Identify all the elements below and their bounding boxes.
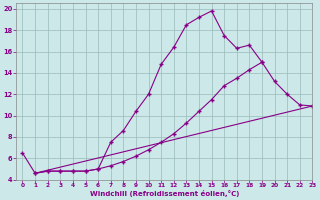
X-axis label: Windchill (Refroidissement éolien,°C): Windchill (Refroidissement éolien,°C): [90, 190, 239, 197]
